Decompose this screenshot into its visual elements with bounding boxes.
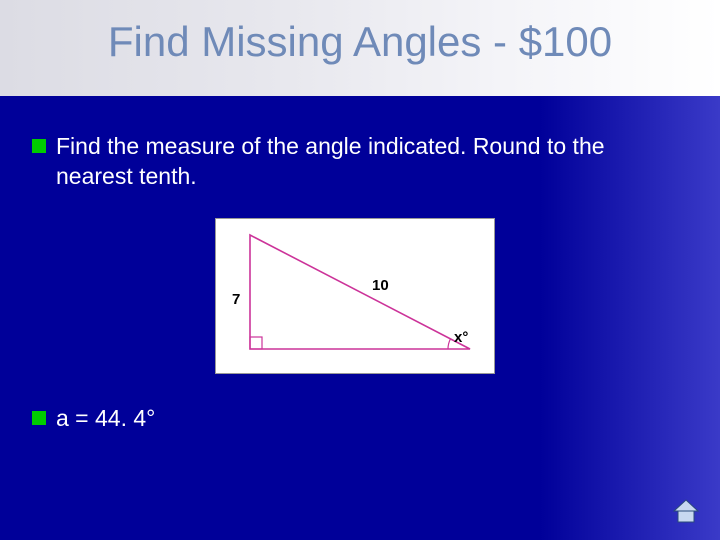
home-body [678, 511, 694, 522]
answer-text: a = 44. 4° [56, 404, 155, 434]
home-button[interactable] [672, 498, 700, 524]
label-hypotenuse: 10 [372, 277, 389, 294]
angle-arc [448, 339, 450, 349]
triangle-svg [216, 219, 496, 375]
triangle-shape [250, 235, 470, 349]
triangle-figure: 7 10 x° [215, 218, 495, 374]
answer-row: a = 44. 4° [32, 404, 678, 434]
label-side-left: 7 [232, 291, 240, 308]
home-icon [672, 498, 700, 524]
question-text: Find the measure of the angle indicated.… [56, 132, 678, 192]
slide-title: Find Missing Angles - $100 [0, 18, 720, 66]
header-region: Find Missing Angles - $100 [0, 0, 720, 96]
home-roof [674, 500, 698, 511]
bullet-icon [32, 139, 46, 153]
right-angle-marker [250, 337, 262, 349]
question-row: Find the measure of the angle indicated.… [32, 132, 678, 192]
bullet-icon [32, 411, 46, 425]
slide-content: Find the measure of the angle indicated.… [0, 96, 720, 434]
label-angle: x° [454, 329, 468, 346]
figure-container: 7 10 x° [32, 218, 678, 374]
